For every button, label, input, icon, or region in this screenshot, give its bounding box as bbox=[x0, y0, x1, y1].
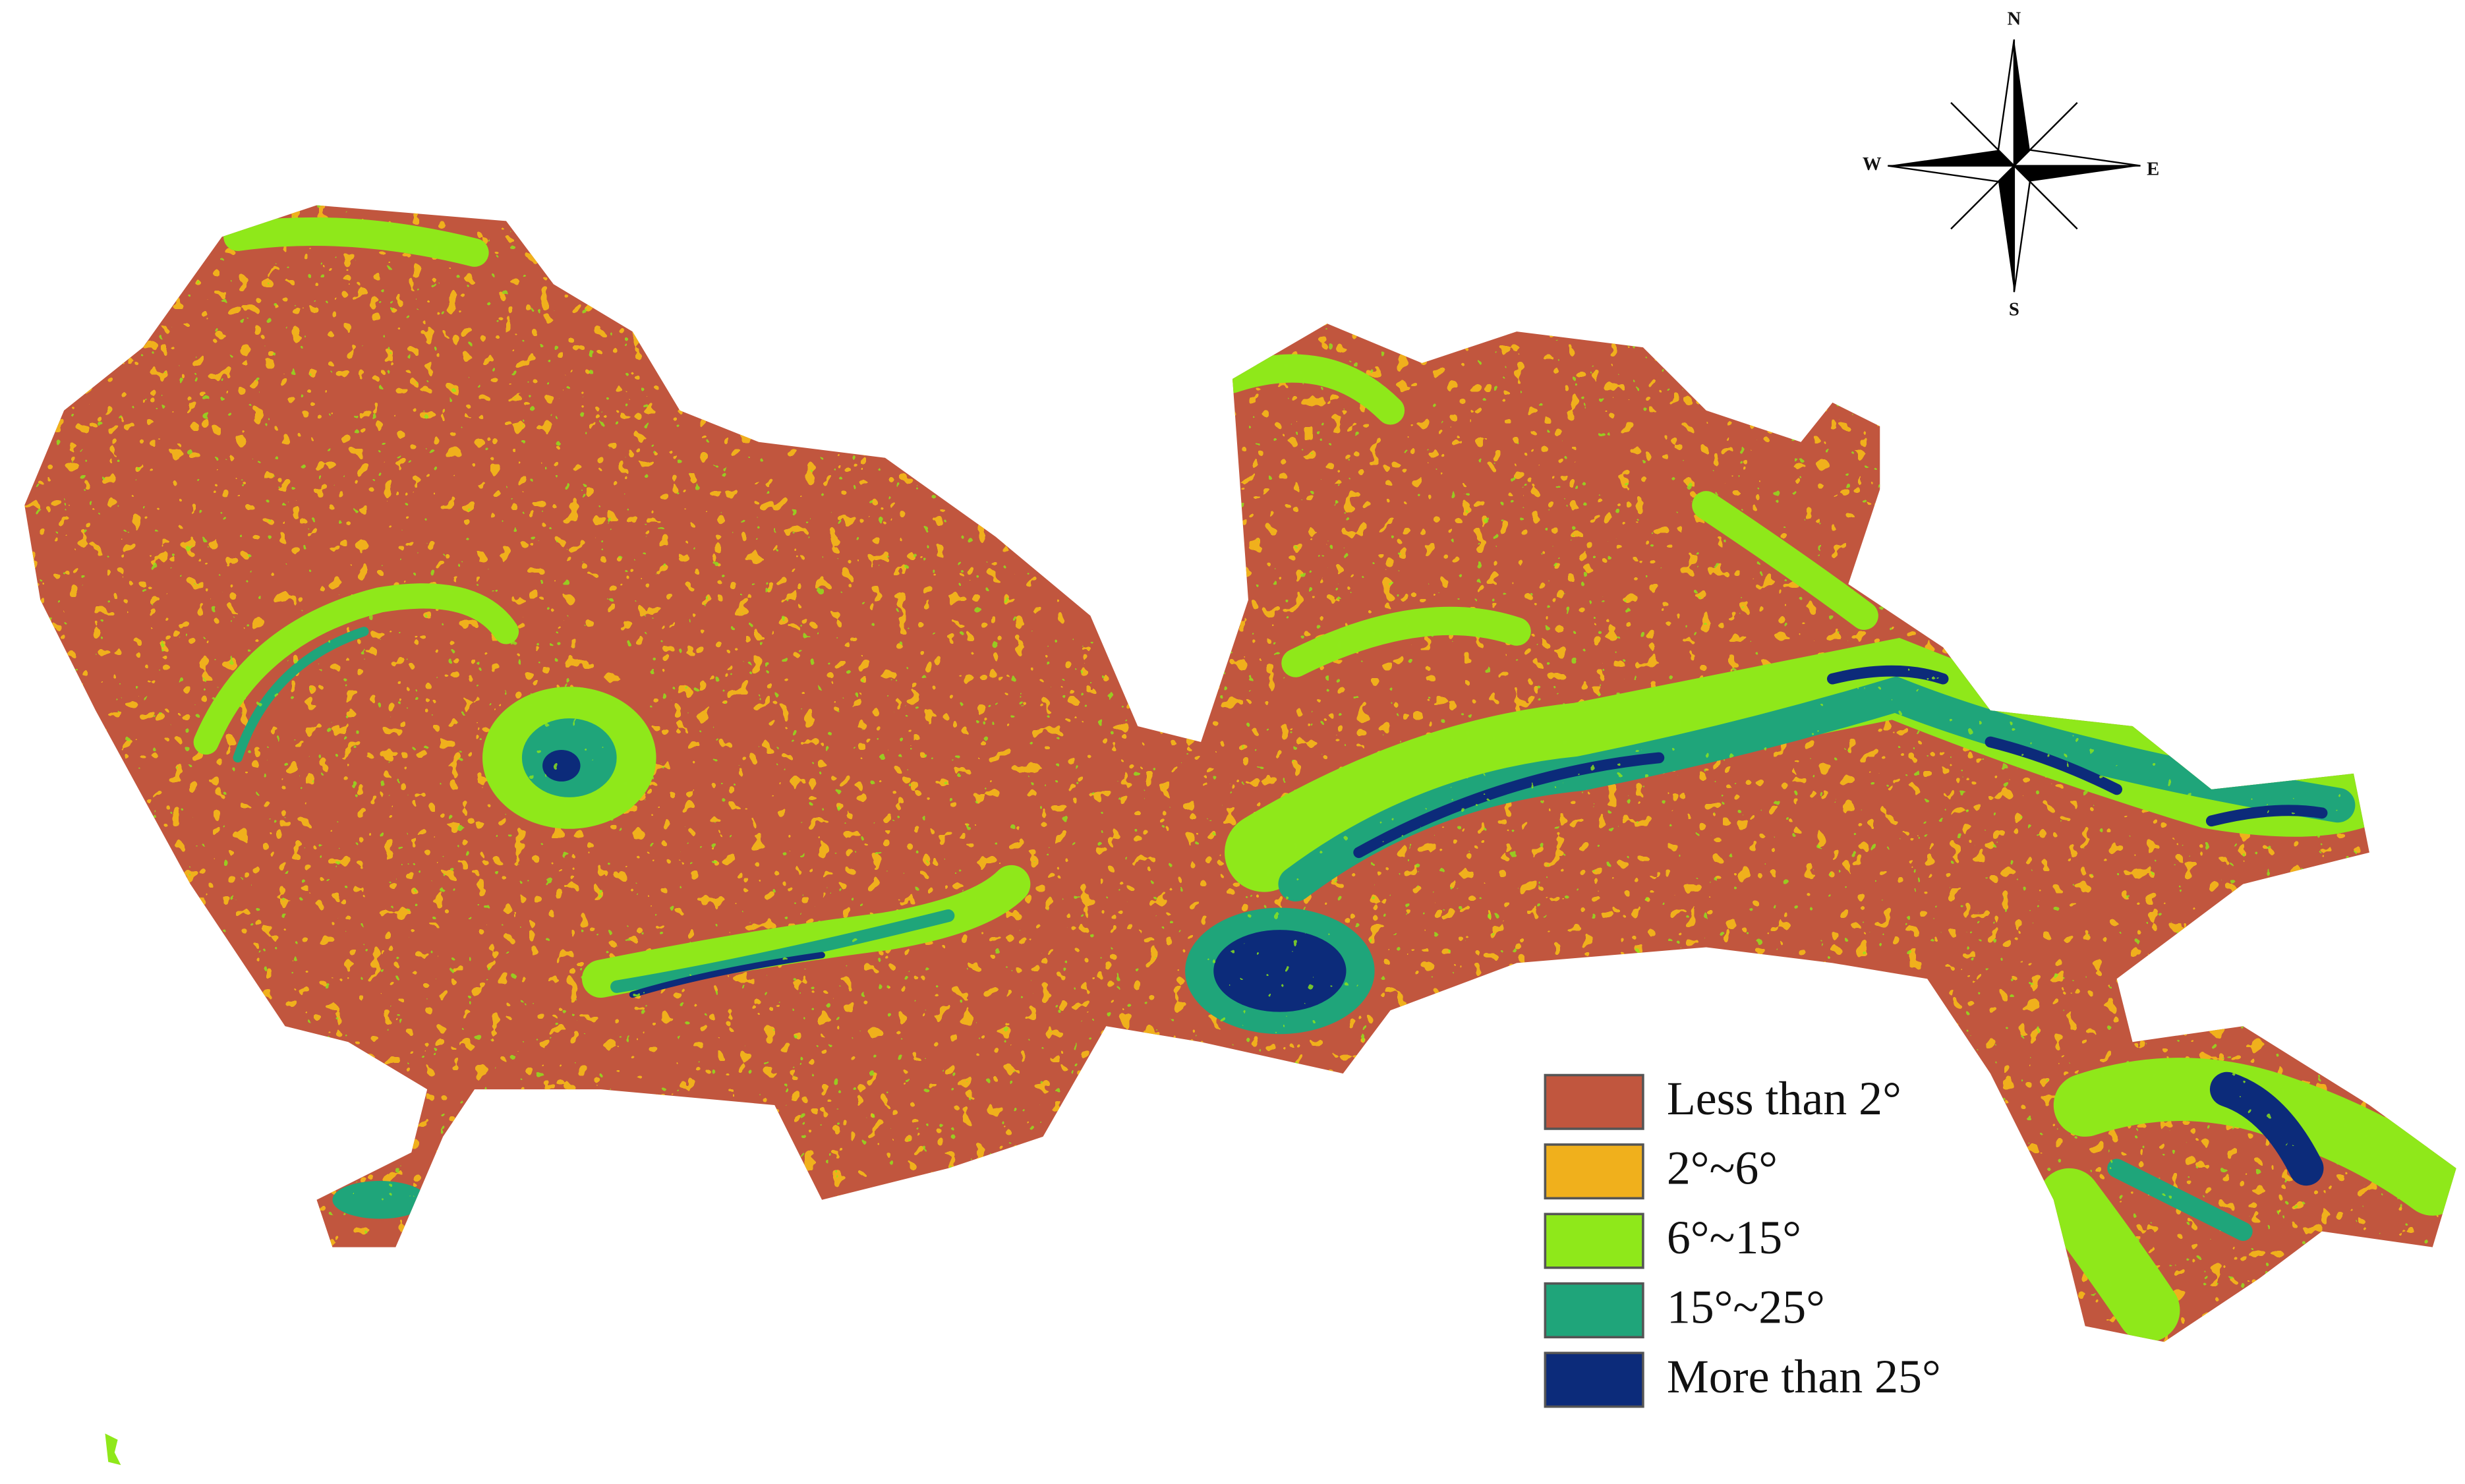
legend-swatch bbox=[1544, 1073, 1644, 1130]
compass-south: S bbox=[2009, 299, 2019, 320]
legend-swatch bbox=[1544, 1352, 1644, 1408]
legend-swatch bbox=[1544, 1143, 1644, 1200]
compass-north: N bbox=[2008, 9, 2021, 30]
compass-east: E bbox=[2147, 158, 2159, 179]
legend-swatch bbox=[1544, 1282, 1644, 1338]
islet bbox=[105, 1433, 121, 1466]
legend-swatch bbox=[1544, 1213, 1644, 1269]
legend-label: 6°~15° bbox=[1667, 1211, 1801, 1264]
legend-label: 15°~25° bbox=[1667, 1280, 1825, 1333]
compass-west: W bbox=[1863, 154, 1882, 175]
legend-label: 2°~6° bbox=[1667, 1142, 1778, 1195]
legend: Less than 2° 2°~6° 6°~15° 15°~25° More than … bbox=[1544, 1072, 1941, 1408]
compass-rose: N S W E bbox=[1863, 9, 2159, 320]
legend-label: More than 25° bbox=[1667, 1350, 1941, 1403]
compass-cardinals bbox=[1888, 39, 2141, 293]
legend-label: Less than 2° bbox=[1667, 1072, 1901, 1125]
